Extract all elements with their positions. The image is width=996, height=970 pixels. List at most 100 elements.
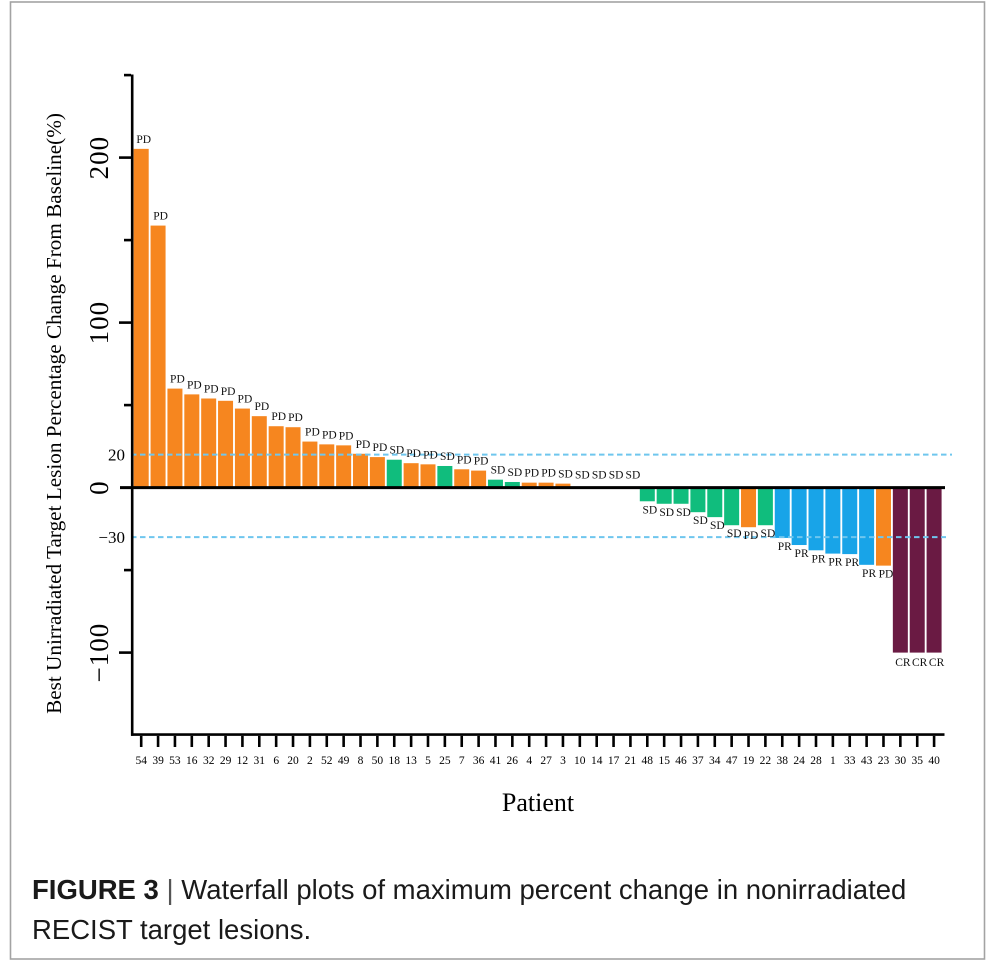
- svg-text:PD: PD: [322, 429, 337, 441]
- svg-text:14: 14: [591, 755, 603, 767]
- svg-text:Best Unirradiated Target Lesio: Best Unirradiated Target Lesion Percenta…: [42, 113, 66, 714]
- svg-text:3: 3: [560, 755, 566, 767]
- svg-text:SD: SD: [659, 507, 674, 519]
- svg-text:SD: SD: [727, 528, 742, 540]
- svg-text:SD: SD: [626, 470, 641, 482]
- svg-text:SD: SD: [693, 515, 708, 527]
- svg-text:38: 38: [777, 755, 789, 767]
- svg-text:46: 46: [675, 755, 687, 767]
- svg-text:PD: PD: [373, 442, 388, 454]
- svg-text:PD: PD: [187, 379, 202, 391]
- svg-text:SD: SD: [491, 465, 506, 477]
- svg-text:100: 100: [84, 301, 114, 345]
- svg-text:52: 52: [321, 755, 333, 767]
- svg-text:PD: PD: [423, 449, 438, 461]
- svg-text:53: 53: [169, 755, 181, 767]
- svg-text:FIGURE 3 | Waterfall plots of: FIGURE 3 | Waterfall plots of maximum pe…: [32, 874, 906, 905]
- svg-text:32: 32: [203, 755, 215, 767]
- svg-text:PD: PD: [744, 530, 759, 542]
- svg-text:PD: PD: [474, 456, 489, 468]
- svg-text:PD: PD: [457, 454, 472, 466]
- svg-text:7: 7: [459, 755, 465, 767]
- svg-text:0: 0: [84, 480, 114, 495]
- svg-text:SD: SD: [507, 467, 522, 479]
- svg-text:25: 25: [439, 755, 451, 767]
- svg-text:15: 15: [658, 755, 670, 767]
- svg-text:PR: PR: [811, 553, 825, 565]
- svg-text:17: 17: [608, 755, 620, 767]
- svg-text:47: 47: [726, 755, 738, 767]
- svg-text:39: 39: [152, 755, 164, 767]
- svg-text:21: 21: [625, 755, 637, 767]
- svg-text:CR: CR: [895, 657, 911, 669]
- svg-text:−100: −100: [84, 623, 114, 683]
- svg-text:PD: PD: [288, 412, 303, 424]
- svg-text:35: 35: [911, 755, 923, 767]
- svg-text:20: 20: [287, 755, 299, 767]
- svg-text:PD: PD: [271, 411, 286, 423]
- svg-text:50: 50: [372, 755, 384, 767]
- svg-text:SD: SD: [710, 520, 725, 532]
- svg-text:Patient: Patient: [502, 788, 575, 817]
- svg-text:SD: SD: [558, 469, 573, 481]
- svg-text:10: 10: [574, 755, 586, 767]
- svg-text:2: 2: [307, 755, 313, 767]
- svg-text:33: 33: [844, 755, 856, 767]
- svg-text:27: 27: [540, 755, 552, 767]
- svg-text:PD: PD: [170, 374, 185, 386]
- svg-text:PD: PD: [541, 468, 556, 480]
- svg-text:8: 8: [358, 755, 364, 767]
- svg-text:200: 200: [84, 136, 114, 180]
- svg-text:4: 4: [526, 755, 532, 767]
- svg-text:28: 28: [810, 755, 822, 767]
- svg-text:SD: SD: [575, 470, 590, 482]
- svg-text:16: 16: [186, 755, 198, 767]
- svg-text:−30: −30: [98, 528, 125, 547]
- svg-text:PR: PR: [845, 557, 859, 569]
- svg-text:SD: SD: [592, 470, 607, 482]
- svg-text:PD: PD: [136, 134, 151, 146]
- svg-text:PD: PD: [153, 211, 168, 223]
- svg-text:PD: PD: [339, 430, 354, 442]
- svg-text:PR: PR: [828, 557, 842, 569]
- svg-text:37: 37: [692, 755, 704, 767]
- svg-text:CR: CR: [912, 657, 928, 669]
- svg-text:PD: PD: [356, 439, 371, 451]
- svg-text:12: 12: [237, 755, 249, 767]
- svg-text:RECIST target lesions.: RECIST target lesions.: [32, 914, 311, 945]
- svg-text:22: 22: [760, 755, 772, 767]
- svg-text:CR: CR: [929, 657, 945, 669]
- svg-text:31: 31: [254, 755, 266, 767]
- svg-text:SD: SD: [676, 507, 691, 519]
- svg-text:26: 26: [507, 755, 519, 767]
- svg-text:PD: PD: [524, 468, 539, 480]
- svg-text:18: 18: [388, 755, 400, 767]
- svg-text:48: 48: [642, 755, 654, 767]
- svg-text:6: 6: [273, 755, 279, 767]
- svg-text:PR: PR: [778, 541, 792, 553]
- svg-text:PR: PR: [862, 568, 876, 580]
- svg-text:SD: SD: [389, 445, 404, 457]
- svg-text:PD: PD: [238, 394, 253, 406]
- svg-text:SD: SD: [440, 451, 455, 463]
- svg-text:36: 36: [473, 755, 485, 767]
- svg-text:SD: SD: [609, 470, 624, 482]
- svg-text:49: 49: [338, 755, 350, 767]
- svg-text:PD: PD: [204, 384, 219, 396]
- svg-text:29: 29: [220, 755, 232, 767]
- svg-text:PD: PD: [254, 401, 269, 413]
- svg-text:PD: PD: [221, 386, 236, 398]
- svg-text:1: 1: [830, 755, 836, 767]
- svg-text:PD: PD: [406, 448, 421, 460]
- svg-text:PR: PR: [795, 548, 809, 560]
- svg-text:PD: PD: [879, 569, 894, 581]
- svg-text:54: 54: [135, 755, 147, 767]
- svg-text:20: 20: [108, 446, 125, 465]
- svg-text:19: 19: [743, 755, 755, 767]
- svg-text:SD: SD: [642, 504, 657, 516]
- svg-text:41: 41: [490, 755, 502, 767]
- svg-text:SD: SD: [761, 528, 776, 540]
- svg-text:30: 30: [895, 755, 907, 767]
- svg-text:PD: PD: [305, 427, 320, 439]
- svg-text:13: 13: [405, 755, 417, 767]
